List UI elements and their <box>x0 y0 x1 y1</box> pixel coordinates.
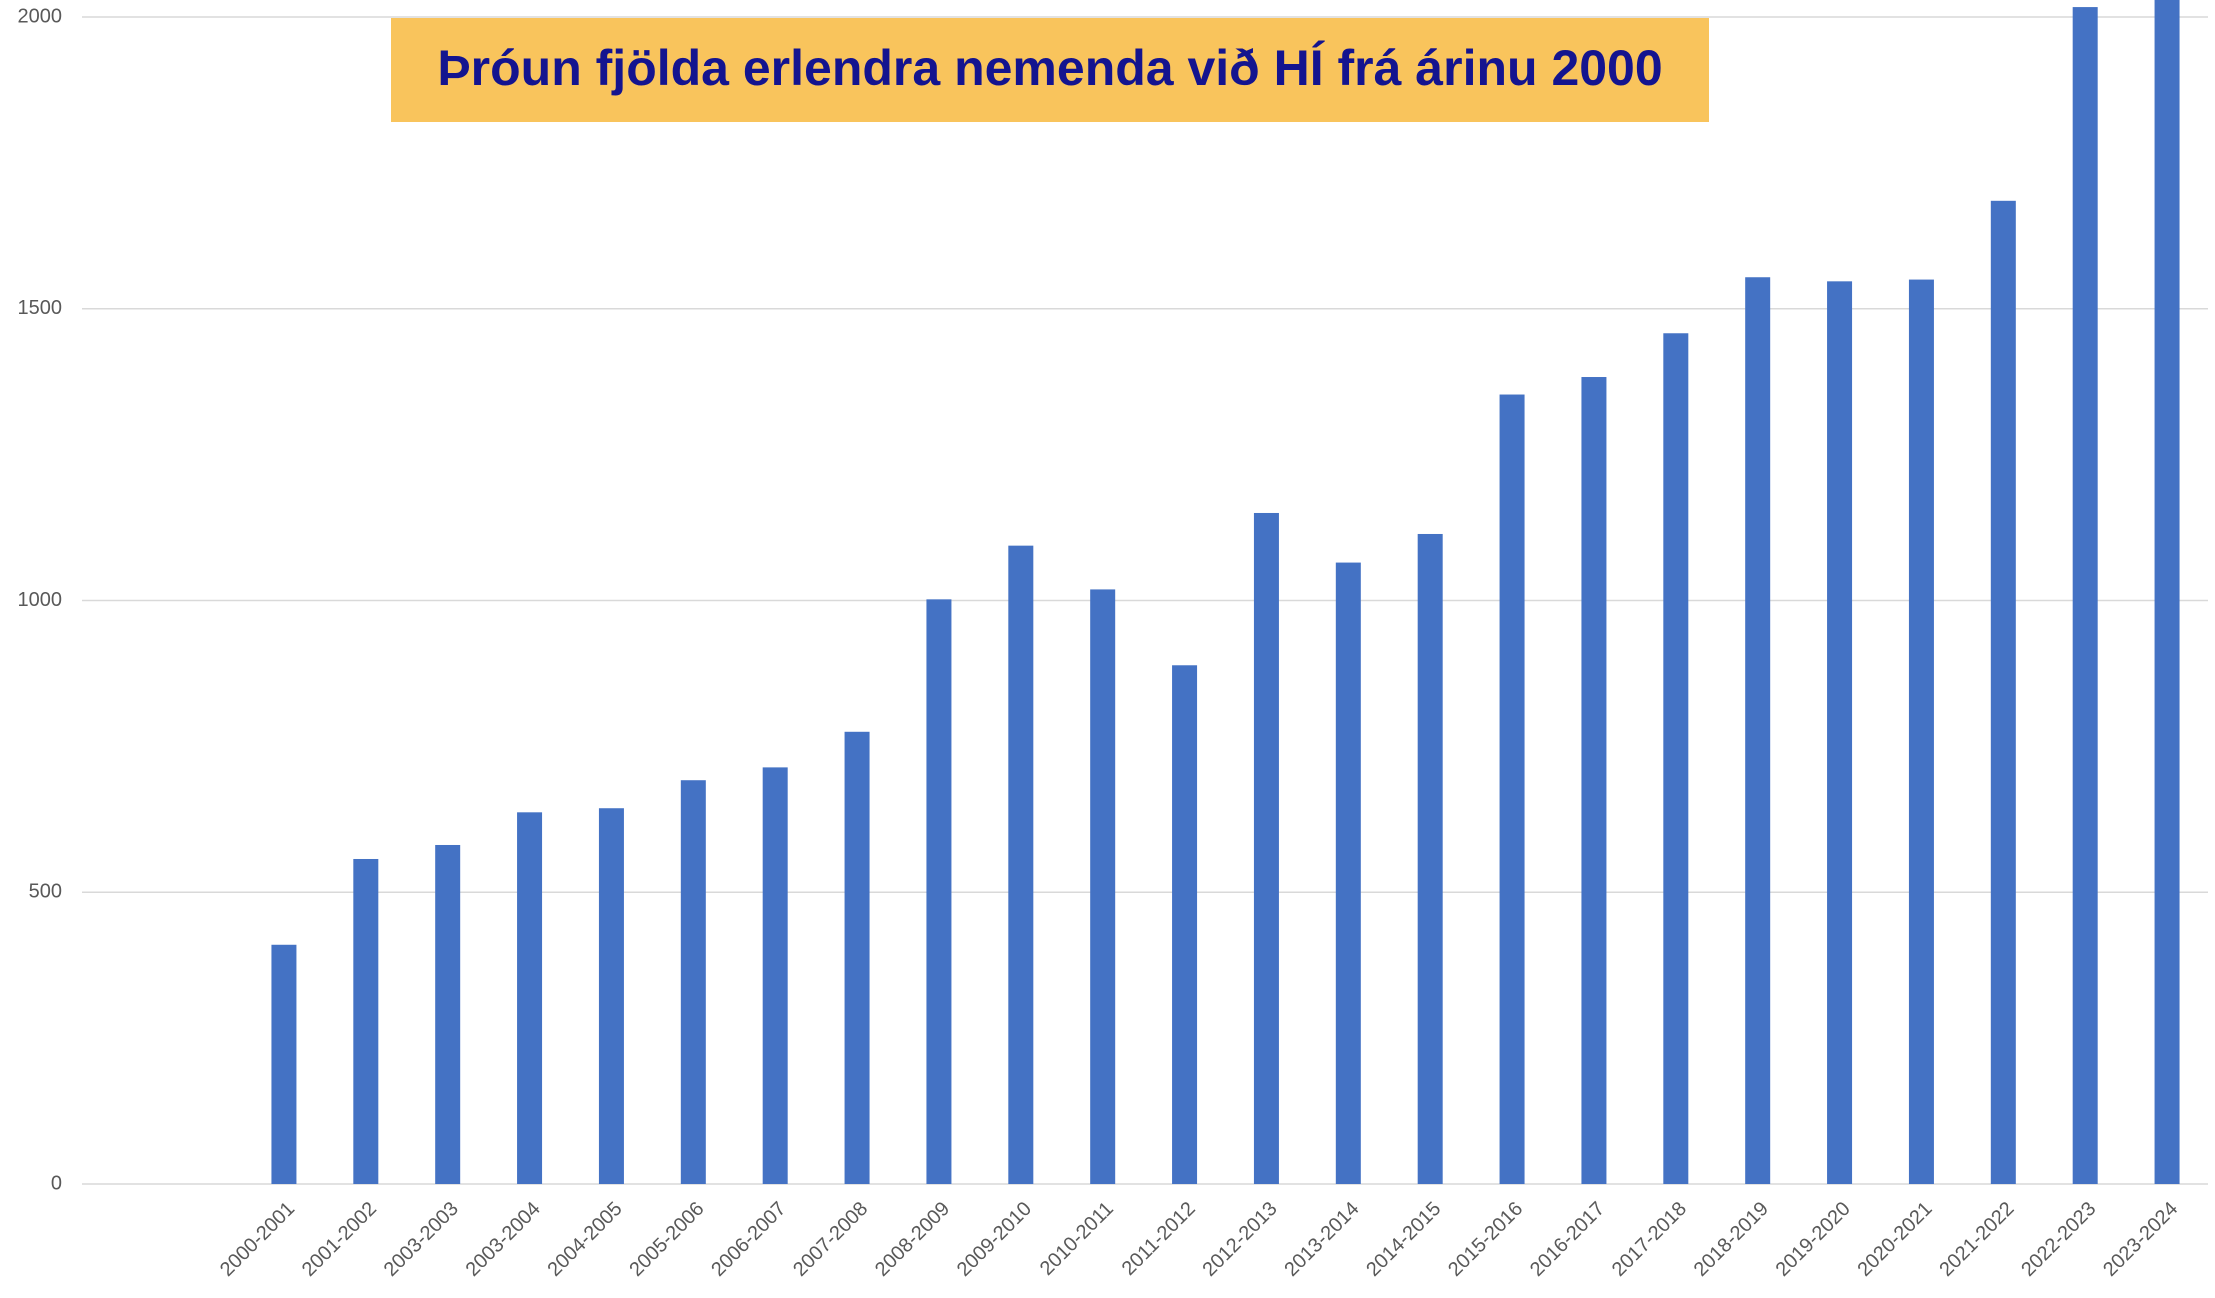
x-tick-label: 2021-2022 <box>1935 1198 2018 1281</box>
bar <box>598 808 624 1184</box>
bar <box>1663 333 1689 1185</box>
x-tick-label: 2003-2004 <box>462 1198 545 1281</box>
bar <box>1008 545 1034 1184</box>
x-tick-label: 2016-2017 <box>1526 1198 1609 1281</box>
x-tick-label: 2011-2012 <box>1118 1198 1200 1280</box>
bar <box>844 731 870 1184</box>
x-tick-label: 2019-2020 <box>1772 1198 1855 1281</box>
chart-title: Þróun fjölda erlendra nemenda við HÍ frá… <box>437 40 1662 96</box>
bar <box>2072 7 2098 1185</box>
y-tick-label: 0 <box>51 1172 62 1194</box>
bar <box>1745 277 1771 1185</box>
y-tick-label: 1000 <box>18 589 63 611</box>
bar <box>1335 562 1361 1184</box>
y-tick-label: 500 <box>29 881 62 903</box>
bar <box>1990 200 2016 1185</box>
bar <box>353 858 379 1184</box>
bar <box>1827 281 1853 1184</box>
y-tick-label: 2000 <box>18 5 63 27</box>
x-tick-label: 2009-2010 <box>953 1198 1036 1281</box>
x-tick-label: 2015-2016 <box>1444 1198 1527 1281</box>
x-tick-label: 2022-2023 <box>2017 1198 2100 1281</box>
x-tick-label: 2004-2005 <box>544 1198 627 1281</box>
bar <box>517 812 543 1184</box>
bar <box>1417 533 1443 1184</box>
x-tick-label: 2007-2008 <box>789 1198 872 1281</box>
bar <box>1172 665 1198 1184</box>
bar <box>2154 0 2180 1185</box>
x-tick-label: 2017-2018 <box>1608 1198 1691 1281</box>
x-tick-label: 2003-2003 <box>380 1198 463 1281</box>
x-tick-label: 2008-2009 <box>871 1198 954 1281</box>
bar <box>435 844 461 1184</box>
title-box <box>391 18 1709 122</box>
bar <box>762 767 788 1184</box>
x-tick-label: 2023-2024 <box>2099 1198 2182 1281</box>
bar <box>271 944 297 1184</box>
x-tick-label: 2006-2007 <box>707 1198 790 1281</box>
x-tick-label: 2000-2001 <box>216 1198 299 1281</box>
x-tick-label: 2020-2021 <box>1854 1198 1937 1281</box>
bar <box>1581 377 1607 1184</box>
bar <box>1253 512 1279 1184</box>
x-tick-label: 2001-2002 <box>298 1198 381 1281</box>
x-tick-label: 2005-2006 <box>625 1198 708 1281</box>
bar <box>926 599 952 1184</box>
bar <box>1090 589 1116 1184</box>
x-tick-label: 2010-2011 <box>1036 1198 1118 1280</box>
bar <box>1499 394 1525 1184</box>
bar <box>680 780 706 1184</box>
bar <box>1908 279 1934 1184</box>
x-tick-label: 2012-2013 <box>1199 1198 1282 1281</box>
x-tick-label: 2018-2019 <box>1690 1198 1773 1281</box>
x-tick-label: 2014-2015 <box>1362 1198 1445 1281</box>
x-tick-label: 2013-2014 <box>1280 1198 1363 1281</box>
y-tick-label: 1500 <box>18 297 63 319</box>
